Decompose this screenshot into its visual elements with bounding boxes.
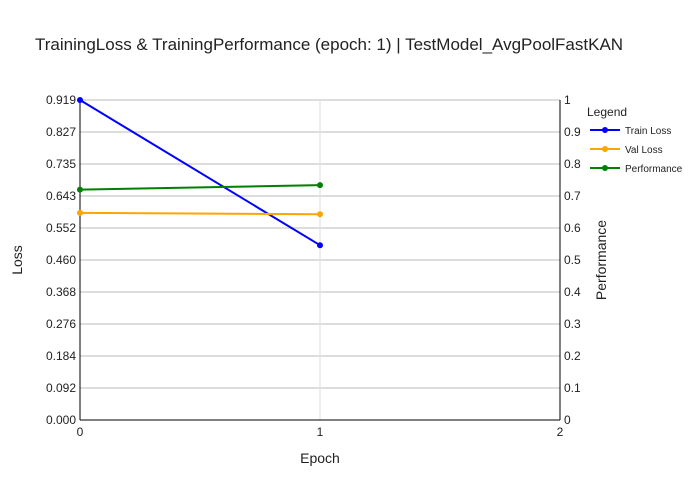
y2-tick-label: 0.9 [564, 125, 581, 139]
y-tick-label: 0.919 [46, 93, 76, 107]
y2-tick-label: 0.5 [564, 253, 581, 267]
y2-tick-label: 0.1 [564, 381, 581, 395]
axes-layer [79, 100, 561, 421]
y-tick-label: 0.184 [46, 349, 76, 363]
performance-point [77, 186, 83, 193]
val-loss-legend-marker [602, 146, 608, 152]
y-tick-label: 0.276 [46, 317, 76, 331]
y2-tick-label: 1 [564, 93, 571, 107]
x-tick-label: 0 [77, 425, 84, 439]
train-loss-legend-marker [602, 127, 608, 133]
legend-item-train-loss[interactable]: Train Loss [590, 126, 671, 137]
grid-layer [80, 99, 560, 420]
performance-legend-marker [602, 165, 608, 171]
x-tick-label: 2 [557, 425, 564, 439]
y-tick-label: 0.000 [46, 413, 76, 427]
y2-tick-label: 0.7 [564, 189, 581, 203]
y2-tick-label: 0.8 [564, 157, 581, 171]
train-loss-line [79, 99, 321, 247]
y-tick-label: 0.643 [46, 189, 76, 203]
performance-point [317, 182, 323, 189]
legend-title: Legend [587, 105, 627, 119]
y-tick-label: 0.735 [46, 157, 76, 171]
train-loss-point [77, 97, 83, 103]
y-axis-title: Loss [9, 245, 25, 275]
train-loss-point [317, 242, 323, 249]
y2-tick-label: 0.3 [564, 317, 581, 331]
y2-tick-label: 0.6 [564, 221, 581, 235]
legend-item-val-loss[interactable]: Val Loss [590, 145, 663, 156]
y2-axis-title: Performance [593, 220, 609, 300]
y-tick-label: 0.827 [46, 125, 76, 139]
train-loss-legend-label: Train Loss [625, 126, 671, 137]
performance-legend-label: Performance [625, 164, 683, 175]
y2-tick-label: 0.4 [564, 285, 581, 299]
x-axis-title: Epoch [300, 450, 340, 466]
y2-tick-label: 0.2 [564, 349, 581, 363]
val-loss-line [79, 211, 321, 216]
x-tick-label: 1 [317, 425, 324, 439]
y-tick-label: 0.460 [46, 253, 76, 267]
y-tick-label: 0.552 [46, 221, 76, 235]
y-tick-label: 0.368 [46, 285, 76, 299]
legend-item-performance[interactable]: Performance [590, 164, 683, 175]
y-tick-label: 0.092 [46, 381, 76, 395]
ticks-layer: 0.000 0.092 0.184 0.276 0.368 0.460 0.552 0.643… [46, 93, 581, 439]
performance-line [79, 184, 321, 191]
y2-tick-label: 0 [564, 413, 571, 427]
legend: Legend Train Loss Val Loss Performance [587, 105, 683, 175]
chart-title: TrainingLoss & TrainingPerformance (epoc… [35, 35, 623, 54]
val-loss-point [317, 211, 323, 218]
series-layer [77, 97, 323, 249]
val-loss-point [77, 209, 83, 216]
val-loss-legend-label: Val Loss [625, 145, 663, 156]
